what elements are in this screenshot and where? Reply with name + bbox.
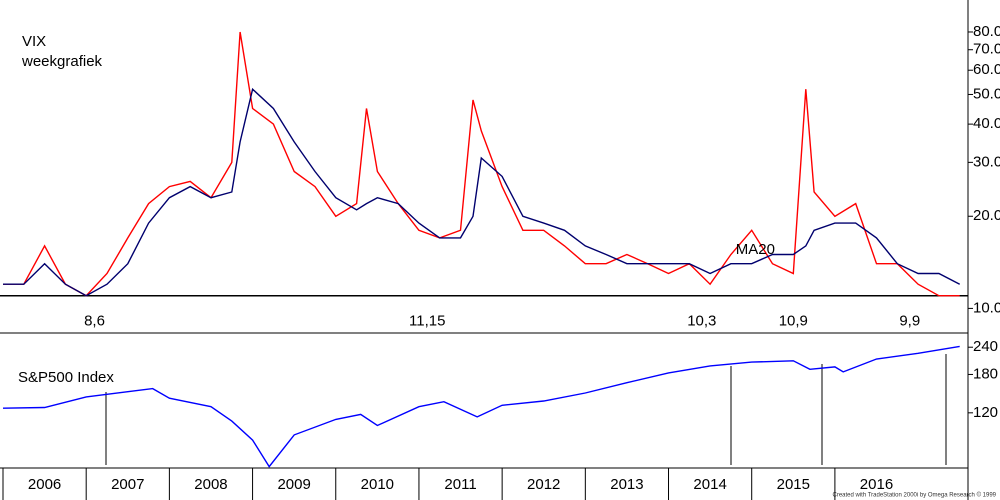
y-tick-label: 30.0 (973, 153, 1000, 170)
x-tick-label: 2014 (693, 476, 726, 493)
panel-title: S&P500 Index (18, 369, 114, 386)
chart-subtitle: weekgrafiek (21, 53, 103, 70)
y-tick-label: 20.0 (973, 207, 1000, 224)
y-tick-label: 120 (973, 404, 998, 421)
chart-title: VIX (22, 33, 46, 50)
x-tick-label: 2008 (194, 476, 227, 493)
credit: Created with TradeStation 2000i by Omega… (832, 492, 996, 499)
y-tick-label: 60.0 (973, 61, 1000, 78)
y-tick-label: 40.0 (973, 115, 1000, 132)
x-tick-label: 2009 (277, 476, 310, 493)
x-tick-label: 2011 (444, 476, 476, 493)
annotation: 10,9 (779, 313, 808, 330)
annotation: 11,15 (409, 313, 445, 330)
annotation: 8,6 (84, 313, 105, 330)
annotation: 10,3 (687, 313, 716, 330)
series-line (2, 345, 960, 468)
y-tick-label: 50.0 (973, 85, 1000, 102)
x-tick-label: 2013 (610, 476, 643, 493)
x-tick-label: 2010 (361, 476, 394, 493)
x-tick-label: 2015 (777, 476, 810, 493)
x-tick-label: 2016 (860, 476, 893, 493)
series-line (3, 31, 960, 297)
y-tick-label: 70.0 (973, 41, 1000, 58)
series-label: MA20 (736, 241, 775, 258)
y-tick-label: 240 (973, 338, 998, 355)
series-line (3, 87, 961, 297)
y-tick-label: 10.0 (973, 299, 1000, 316)
x-tick-label: 2007 (111, 476, 144, 493)
x-tick-label: 2006 (28, 476, 61, 493)
x-tick-label: 2012 (527, 476, 560, 493)
annotation: 9,9 (899, 313, 920, 330)
y-tick-label: 180 (973, 365, 998, 382)
y-tick-label: 80.0 (973, 23, 1000, 40)
